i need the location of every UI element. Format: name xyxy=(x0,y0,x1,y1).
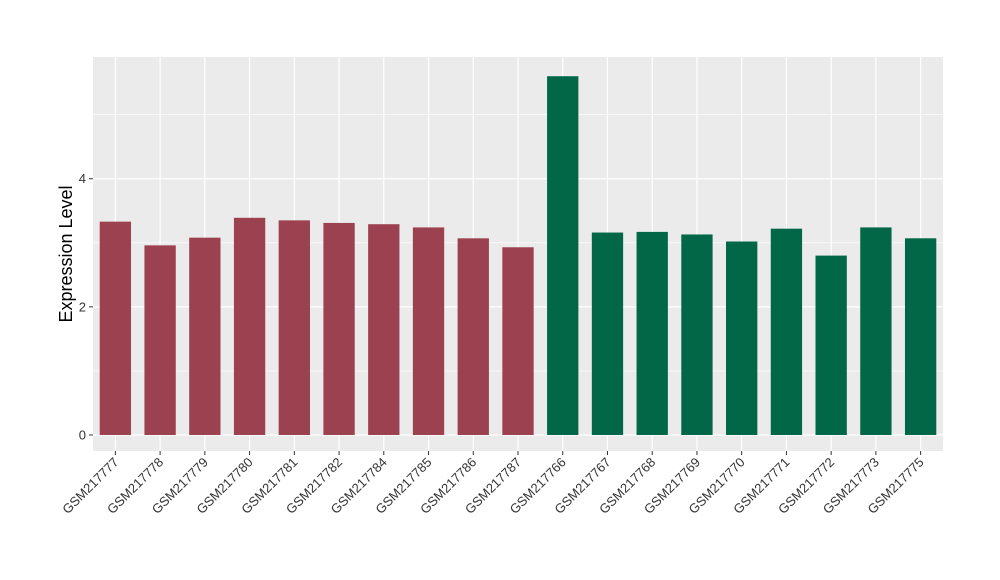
y-tick-label: 0 xyxy=(79,427,86,442)
bars xyxy=(99,76,937,435)
bar-GSM217780 xyxy=(233,217,266,435)
bar-GSM217775 xyxy=(904,238,937,435)
bar-GSM217779 xyxy=(189,237,221,435)
bar-GSM217770 xyxy=(726,241,758,435)
bar-GSM217786 xyxy=(457,238,489,435)
bar-GSM217785 xyxy=(412,227,445,435)
bar-GSM217778 xyxy=(144,245,176,435)
bar-GSM217767 xyxy=(591,232,624,435)
y-axis: 0 2 4 xyxy=(79,171,93,442)
bar-GSM217772 xyxy=(815,255,847,435)
bar-GSM217766 xyxy=(547,76,579,435)
bar-GSM217777 xyxy=(99,221,132,435)
y-tick-label: 2 xyxy=(79,299,86,314)
y-axis-title: Expression Level xyxy=(56,185,76,322)
bar-GSM217768 xyxy=(636,231,668,435)
bar-GSM217781 xyxy=(278,220,310,435)
bar-GSM217782 xyxy=(323,222,355,435)
y-tick-label: 4 xyxy=(79,171,86,186)
bar-GSM217784 xyxy=(368,224,400,435)
bar-GSM217773 xyxy=(860,227,892,435)
bar-GSM217787 xyxy=(502,247,534,435)
x-axis: GSM217777GSM217778GSM217779GSM217780GSM2… xyxy=(59,451,927,517)
bar-GSM217769 xyxy=(681,234,713,435)
bar-GSM217771 xyxy=(770,228,803,435)
